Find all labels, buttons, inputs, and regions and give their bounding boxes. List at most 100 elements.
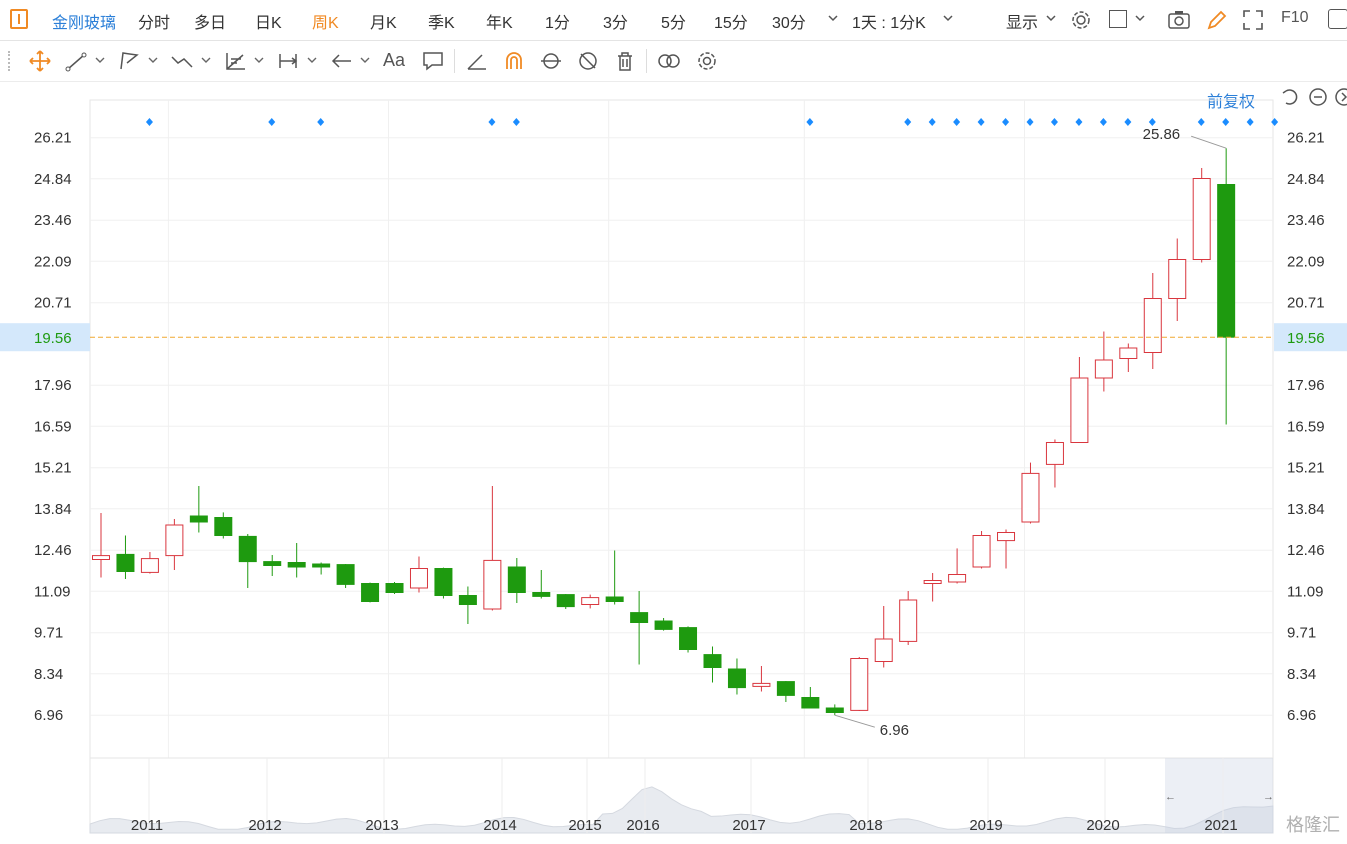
candle-down bbox=[238, 535, 257, 563]
event-marker-icon[interactable] bbox=[512, 118, 520, 126]
undo-icon[interactable] bbox=[1280, 87, 1300, 107]
event-marker-icon[interactable] bbox=[1099, 118, 1107, 126]
layout-chevron-icon[interactable] bbox=[1135, 15, 1145, 23]
camera-icon[interactable] bbox=[1167, 9, 1191, 31]
event-marker-icon[interactable] bbox=[806, 118, 814, 126]
y-tick-label-right: 12.46 bbox=[1287, 542, 1325, 559]
event-marker-icon[interactable] bbox=[904, 118, 912, 126]
event-marker-icon[interactable] bbox=[953, 118, 961, 126]
event-marker-icon[interactable] bbox=[1124, 118, 1132, 126]
candle-down bbox=[654, 620, 673, 630]
event-marker-icon[interactable] bbox=[1050, 118, 1058, 126]
hide-drawings-icon[interactable] bbox=[575, 49, 601, 73]
display-menu[interactable]: 显示 bbox=[1006, 15, 1039, 32]
event-marker-icon[interactable] bbox=[145, 118, 153, 126]
line-tool-chevron-icon[interactable] bbox=[95, 55, 105, 65]
sidebar-toggle-icon[interactable] bbox=[10, 9, 28, 29]
text-tool-button[interactable]: Aa bbox=[383, 50, 406, 70]
range-measure-icon[interactable] bbox=[276, 49, 302, 73]
navigator-year-label: 2020 bbox=[1086, 817, 1119, 834]
event-marker-icon[interactable] bbox=[1002, 118, 1010, 126]
toolbar-settings-icon[interactable] bbox=[694, 49, 720, 73]
y-tick-label-right: 6.96 bbox=[1287, 707, 1316, 724]
navigator-left-handle[interactable]: ← bbox=[1165, 791, 1176, 803]
event-marker-icon[interactable] bbox=[268, 118, 276, 126]
layout-square-icon[interactable] bbox=[1109, 10, 1127, 28]
trash-icon[interactable] bbox=[612, 49, 638, 73]
range-chevron-icon[interactable] bbox=[943, 15, 953, 23]
y-tick-label-right: 23.46 bbox=[1287, 212, 1325, 229]
event-marker-icon[interactable] bbox=[1148, 118, 1156, 126]
fullscreen-icon[interactable] bbox=[1241, 8, 1265, 32]
zoom-out-icon[interactable] bbox=[1308, 87, 1328, 107]
polyline-tool-icon[interactable] bbox=[117, 49, 143, 73]
period-tab[interactable]: 5分 bbox=[661, 15, 686, 32]
period-more-chevron-icon[interactable] bbox=[828, 15, 838, 23]
period-tab[interactable]: 1分 bbox=[545, 15, 570, 32]
link-drawings-icon[interactable] bbox=[538, 49, 564, 73]
period-tab[interactable]: 月K bbox=[370, 15, 397, 32]
candle-down bbox=[605, 596, 624, 602]
candle-up bbox=[874, 638, 893, 662]
event-marker-icon[interactable] bbox=[928, 118, 936, 126]
period-tab[interactable]: 年K bbox=[486, 15, 513, 32]
y-tick-label-left: 9.71 bbox=[34, 625, 63, 642]
event-marker-icon[interactable] bbox=[317, 118, 325, 126]
navigator-year-label: 2014 bbox=[483, 817, 516, 834]
arrow-tool-icon[interactable] bbox=[329, 49, 355, 73]
event-marker-icon[interactable] bbox=[1075, 118, 1083, 126]
candle-down bbox=[825, 707, 844, 713]
range-measure-chevron-icon[interactable] bbox=[307, 55, 317, 65]
period-tab[interactable]: 季K bbox=[428, 15, 455, 32]
candle-up bbox=[409, 568, 428, 589]
range-select[interactable]: 1天 : 1分K bbox=[852, 15, 926, 32]
navigator-right-handle[interactable]: → bbox=[1263, 791, 1274, 803]
compare-icon[interactable] bbox=[656, 49, 682, 73]
move-arrows-icon[interactable] bbox=[27, 49, 53, 73]
period-tab[interactable]: 分时 bbox=[138, 15, 171, 32]
y-tick-label-left: 16.59 bbox=[34, 418, 72, 435]
adjust-mode-button[interactable]: 前复权 bbox=[1207, 94, 1256, 111]
current-price-tag-right bbox=[1274, 323, 1347, 352]
stock-name[interactable]: 金刚玻璃 bbox=[52, 15, 117, 32]
event-marker-icon[interactable] bbox=[1246, 118, 1254, 126]
candle-down bbox=[336, 564, 355, 585]
event-marker-icon[interactable] bbox=[1271, 118, 1279, 126]
candlestick-chart[interactable]: 26.21 26.21 24.84 24.84 23.46 23.46 22.09 22.09… bbox=[0, 82, 1347, 844]
wave-tool-icon[interactable] bbox=[170, 49, 196, 73]
panel-toggle-icon[interactable] bbox=[1328, 9, 1347, 29]
comment-tool-icon[interactable] bbox=[420, 49, 446, 73]
period-tab[interactable]: 3分 bbox=[603, 15, 628, 32]
candle-down bbox=[361, 583, 380, 602]
f10-button[interactable]: F10 bbox=[1281, 9, 1309, 26]
period-tab-active[interactable]: 周K bbox=[312, 15, 339, 32]
pencil-icon[interactable] bbox=[1205, 8, 1229, 32]
scroll-right-icon[interactable] bbox=[1334, 87, 1347, 107]
navigator-year-label: 2011 bbox=[131, 817, 163, 834]
line-tool-icon[interactable] bbox=[64, 49, 90, 73]
period-tab[interactable]: 30分 bbox=[772, 15, 806, 32]
navigator-window[interactable] bbox=[1165, 758, 1273, 833]
settings-gear-icon[interactable] bbox=[1070, 9, 1092, 31]
magnet-icon[interactable] bbox=[501, 49, 527, 73]
polyline-chevron-icon[interactable] bbox=[148, 55, 158, 65]
event-marker-icon[interactable] bbox=[1026, 118, 1034, 126]
period-tab[interactable]: 多日 bbox=[194, 15, 227, 32]
toolbar-grip-icon[interactable] bbox=[8, 51, 12, 71]
display-chevron-icon[interactable] bbox=[1046, 15, 1056, 23]
candle-up bbox=[165, 524, 184, 557]
event-marker-icon[interactable] bbox=[1222, 118, 1230, 126]
angle-tool-icon[interactable] bbox=[464, 49, 490, 73]
fibonacci-chevron-icon[interactable] bbox=[254, 55, 264, 65]
candle-up bbox=[1119, 347, 1138, 359]
arrow-tool-chevron-icon[interactable] bbox=[360, 55, 370, 65]
y-tick-label-right: 22.09 bbox=[1287, 253, 1325, 270]
event-marker-icon[interactable] bbox=[1197, 118, 1205, 126]
period-tab[interactable]: 日K bbox=[255, 15, 282, 32]
wave-chevron-icon[interactable] bbox=[201, 55, 211, 65]
candle-down bbox=[776, 681, 795, 696]
event-marker-icon[interactable] bbox=[488, 118, 496, 126]
period-tab[interactable]: 15分 bbox=[714, 15, 748, 32]
event-marker-icon[interactable] bbox=[977, 118, 985, 126]
fibonacci-tool-icon[interactable] bbox=[223, 49, 249, 73]
